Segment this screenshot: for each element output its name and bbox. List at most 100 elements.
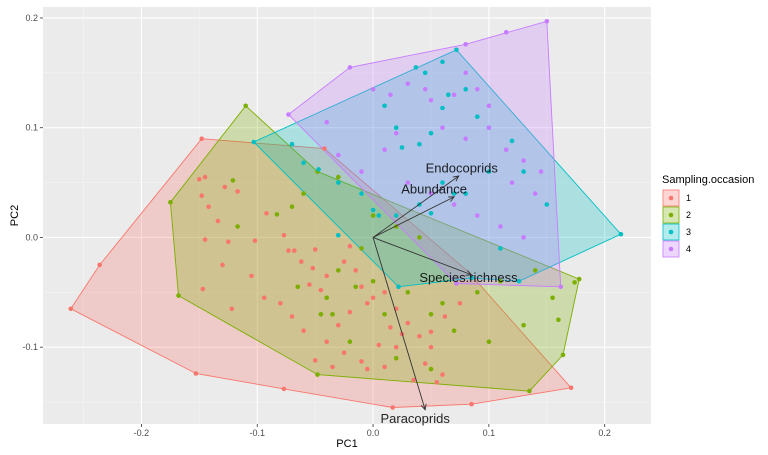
x-tick-label: -0.2 (134, 428, 150, 438)
point-series-1 (220, 262, 225, 268)
point-series-3 (399, 145, 405, 150)
point-series-1 (68, 306, 74, 312)
point-series-1 (289, 314, 295, 319)
point-series-4 (388, 92, 393, 98)
legend-key-point-1 (668, 195, 674, 201)
point-series-2 (498, 279, 503, 284)
point-series-3 (451, 191, 457, 196)
point-series-4 (503, 29, 509, 35)
point-series-1 (411, 377, 416, 383)
legend-key-point-4 (668, 246, 674, 252)
point-series-2 (393, 355, 399, 361)
point-series-1 (281, 233, 287, 238)
vector-label-paracoprids: Paracoprids (380, 411, 450, 426)
point-series-1 (249, 273, 254, 279)
point-series-2 (550, 295, 555, 301)
point-series-2 (440, 301, 445, 306)
point-series-4 (428, 98, 434, 103)
vector-layer: Endocoprids Abundance Species.richness Para… (372, 160, 518, 426)
point-series-3 (428, 130, 434, 136)
point-series-3 (440, 59, 445, 65)
point-series-4 (370, 87, 376, 92)
point-series-4 (486, 103, 492, 109)
vector-arrowhead (452, 175, 460, 182)
point-series-4 (422, 87, 428, 92)
point-series-2 (176, 293, 181, 298)
point-series-2 (527, 388, 532, 394)
vector-label-abundance: Abundance (401, 181, 467, 196)
point-series-2 (428, 312, 434, 317)
point-series-1 (301, 328, 306, 334)
legend-key-point-3 (668, 229, 674, 235)
point-series-3 (463, 191, 469, 196)
point-series-1 (322, 146, 327, 151)
point-series-2 (324, 295, 330, 301)
point-series-1 (199, 193, 204, 198)
legend-label-1: 1 (686, 193, 691, 203)
point-series-2 (274, 212, 280, 217)
point-series-4 (440, 125, 445, 130)
point-series-3 (301, 160, 306, 166)
x-tick-label: 0.2 (598, 428, 611, 438)
point-series-1 (97, 262, 102, 268)
point-series-1 (200, 286, 206, 292)
point-series-3 (336, 233, 341, 238)
point-series-2 (405, 290, 411, 295)
legend-label-4: 4 (686, 244, 691, 254)
point-series-1 (359, 359, 364, 364)
point-series-4 (382, 147, 387, 152)
point-series-4 (486, 125, 492, 130)
point-series-4 (544, 19, 550, 24)
vector-label-endocoprids: Endocoprids (426, 160, 499, 175)
point-series-1 (390, 405, 396, 410)
point-series-1 (264, 211, 269, 216)
point-series-4 (475, 213, 480, 218)
point-series-4 (451, 202, 457, 207)
point-series-3 (521, 169, 526, 174)
point-series-1 (442, 314, 448, 319)
point-series-4 (463, 42, 469, 47)
point-series-2 (560, 352, 566, 358)
legend-title: Sampling.occasion (662, 174, 754, 186)
point-series-4 (451, 92, 457, 98)
point-series-3 (359, 191, 364, 196)
vector-arrowhead (465, 270, 473, 276)
vector-arrow-paracoprids (372, 237, 426, 410)
point-series-2 (318, 312, 324, 317)
point-series-4 (463, 136, 469, 141)
point-series-2 (315, 372, 320, 377)
point-series-4 (538, 169, 544, 174)
point-series-1 (417, 333, 422, 339)
point-series-1 (393, 344, 399, 350)
point-series-2 (243, 103, 248, 109)
point-series-1 (206, 204, 211, 209)
point-series-1 (434, 380, 440, 385)
point-series-4 (286, 112, 291, 117)
y-tick-label: 0.1 (25, 123, 38, 133)
point-series-1 (226, 239, 231, 245)
point-series-1 (370, 295, 376, 301)
point-series-2 (235, 224, 240, 229)
point-series-3 (289, 141, 295, 147)
point-series-4 (347, 65, 353, 70)
point-series-1 (341, 259, 347, 264)
x-tick-label: -0.1 (249, 428, 265, 438)
point-series-1 (222, 184, 228, 190)
point-series-1 (341, 350, 347, 356)
point-series-3 (413, 65, 419, 70)
point-series-1 (310, 265, 316, 271)
y-axis-title: PC2 (9, 205, 21, 226)
point-series-2 (336, 174, 341, 180)
vector-arrow-species-richness (372, 237, 472, 276)
point-series-2 (382, 312, 387, 317)
hull-layer (70, 20, 622, 408)
point-series-2 (370, 279, 376, 284)
point-series-1 (440, 372, 445, 377)
point-series-1 (353, 268, 359, 273)
point-series-2 (451, 328, 457, 334)
point-series-1 (365, 366, 370, 372)
point-series-1 (382, 364, 387, 370)
x-tick-label: 0.0 (367, 428, 380, 438)
point-series-1 (422, 361, 428, 366)
